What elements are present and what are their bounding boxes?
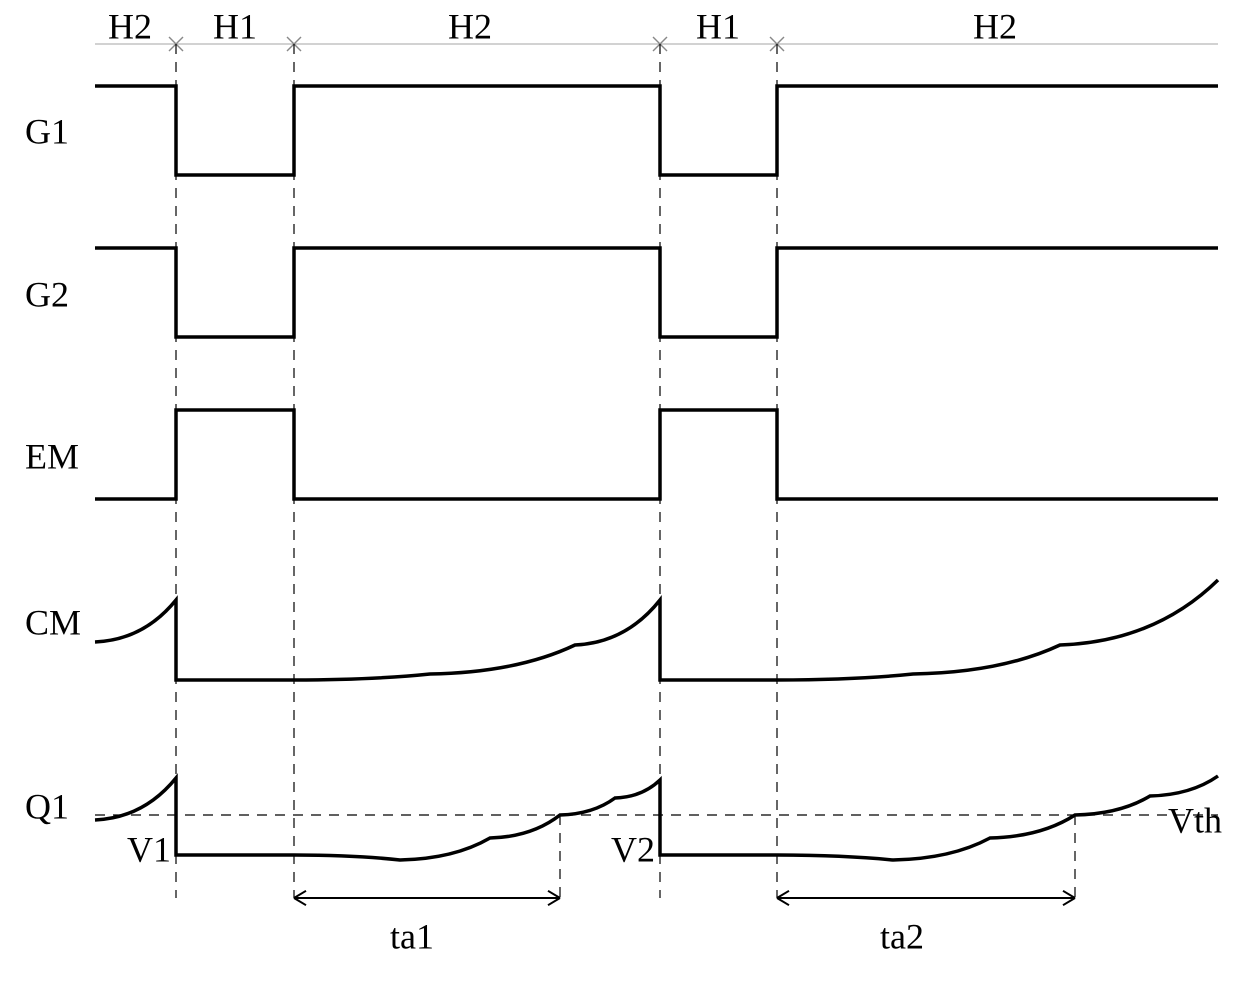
- voltage-label: V1: [127, 829, 171, 869]
- signal-q1: [95, 776, 1218, 860]
- voltage-label: V2: [611, 829, 655, 869]
- signal-cm: [95, 580, 1218, 680]
- phase-label: H1: [696, 6, 740, 46]
- row-label: G1: [25, 111, 69, 151]
- row-label: EM: [25, 436, 79, 476]
- time-arrow-label: ta2: [880, 916, 924, 956]
- time-arrow-label: ta1: [390, 916, 434, 956]
- row-label: Q1: [25, 786, 69, 826]
- phase-label: H1: [213, 6, 257, 46]
- row-label: CM: [25, 602, 81, 642]
- signal-g2: [95, 248, 1218, 337]
- voltage-label: Vth: [1168, 800, 1222, 840]
- signal-em: [95, 410, 1218, 499]
- row-label: G2: [25, 274, 69, 314]
- signal-g1: [95, 86, 1218, 175]
- phase-label: H2: [108, 6, 152, 46]
- phase-label: H2: [973, 6, 1017, 46]
- phase-label: H2: [448, 6, 492, 46]
